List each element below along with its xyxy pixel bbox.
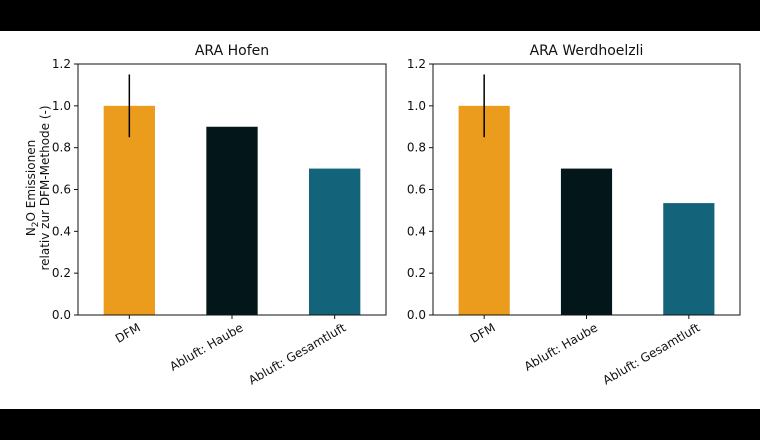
y-tick-label: 0.4	[52, 224, 71, 238]
panel-ara-werdhoelzli: DFM Abluft: Haube Abluft: Gesamtluft0.00.2…	[407, 43, 741, 387]
y-tick-label: 0.2	[52, 266, 71, 280]
y-tick-label: 1.0	[52, 99, 71, 113]
bar-werdhoelzli-2	[560, 168, 613, 315]
y-tick-label: 0.0	[52, 308, 71, 322]
bar-werdhoelzli-3	[663, 203, 715, 315]
y-axis-label-line-2: relativ zur DFM-Methode (-)	[38, 105, 52, 270]
axes-frame	[77, 63, 387, 316]
y-tick-label: 1.0	[407, 99, 426, 113]
axes-frame	[432, 63, 741, 316]
y-tick-label: 0.2	[407, 266, 426, 280]
y-tick-label: 1.2	[407, 57, 426, 71]
y-tick-label: 0.4	[407, 224, 426, 238]
y-tick-label: 0.0	[407, 308, 426, 322]
bar-hofen-3	[309, 168, 361, 315]
chart-title: ARA Werdhoelzli	[530, 43, 644, 59]
y-tick-label: 1.2	[52, 57, 71, 71]
bar-hofen-1	[103, 105, 155, 315]
bar-werdhoelzli-1	[458, 105, 510, 315]
y-tick-label: 0.6	[52, 183, 71, 197]
bar-hofen-2	[206, 126, 258, 315]
y-tick-label: 0.8	[407, 141, 426, 155]
y-tick-label: 0.6	[407, 183, 426, 197]
y-axis-label-line-1: N2O Emissionen	[24, 140, 41, 236]
y-tick-label: 0.8	[52, 141, 71, 155]
chart-title: ARA Hofen	[195, 43, 269, 59]
